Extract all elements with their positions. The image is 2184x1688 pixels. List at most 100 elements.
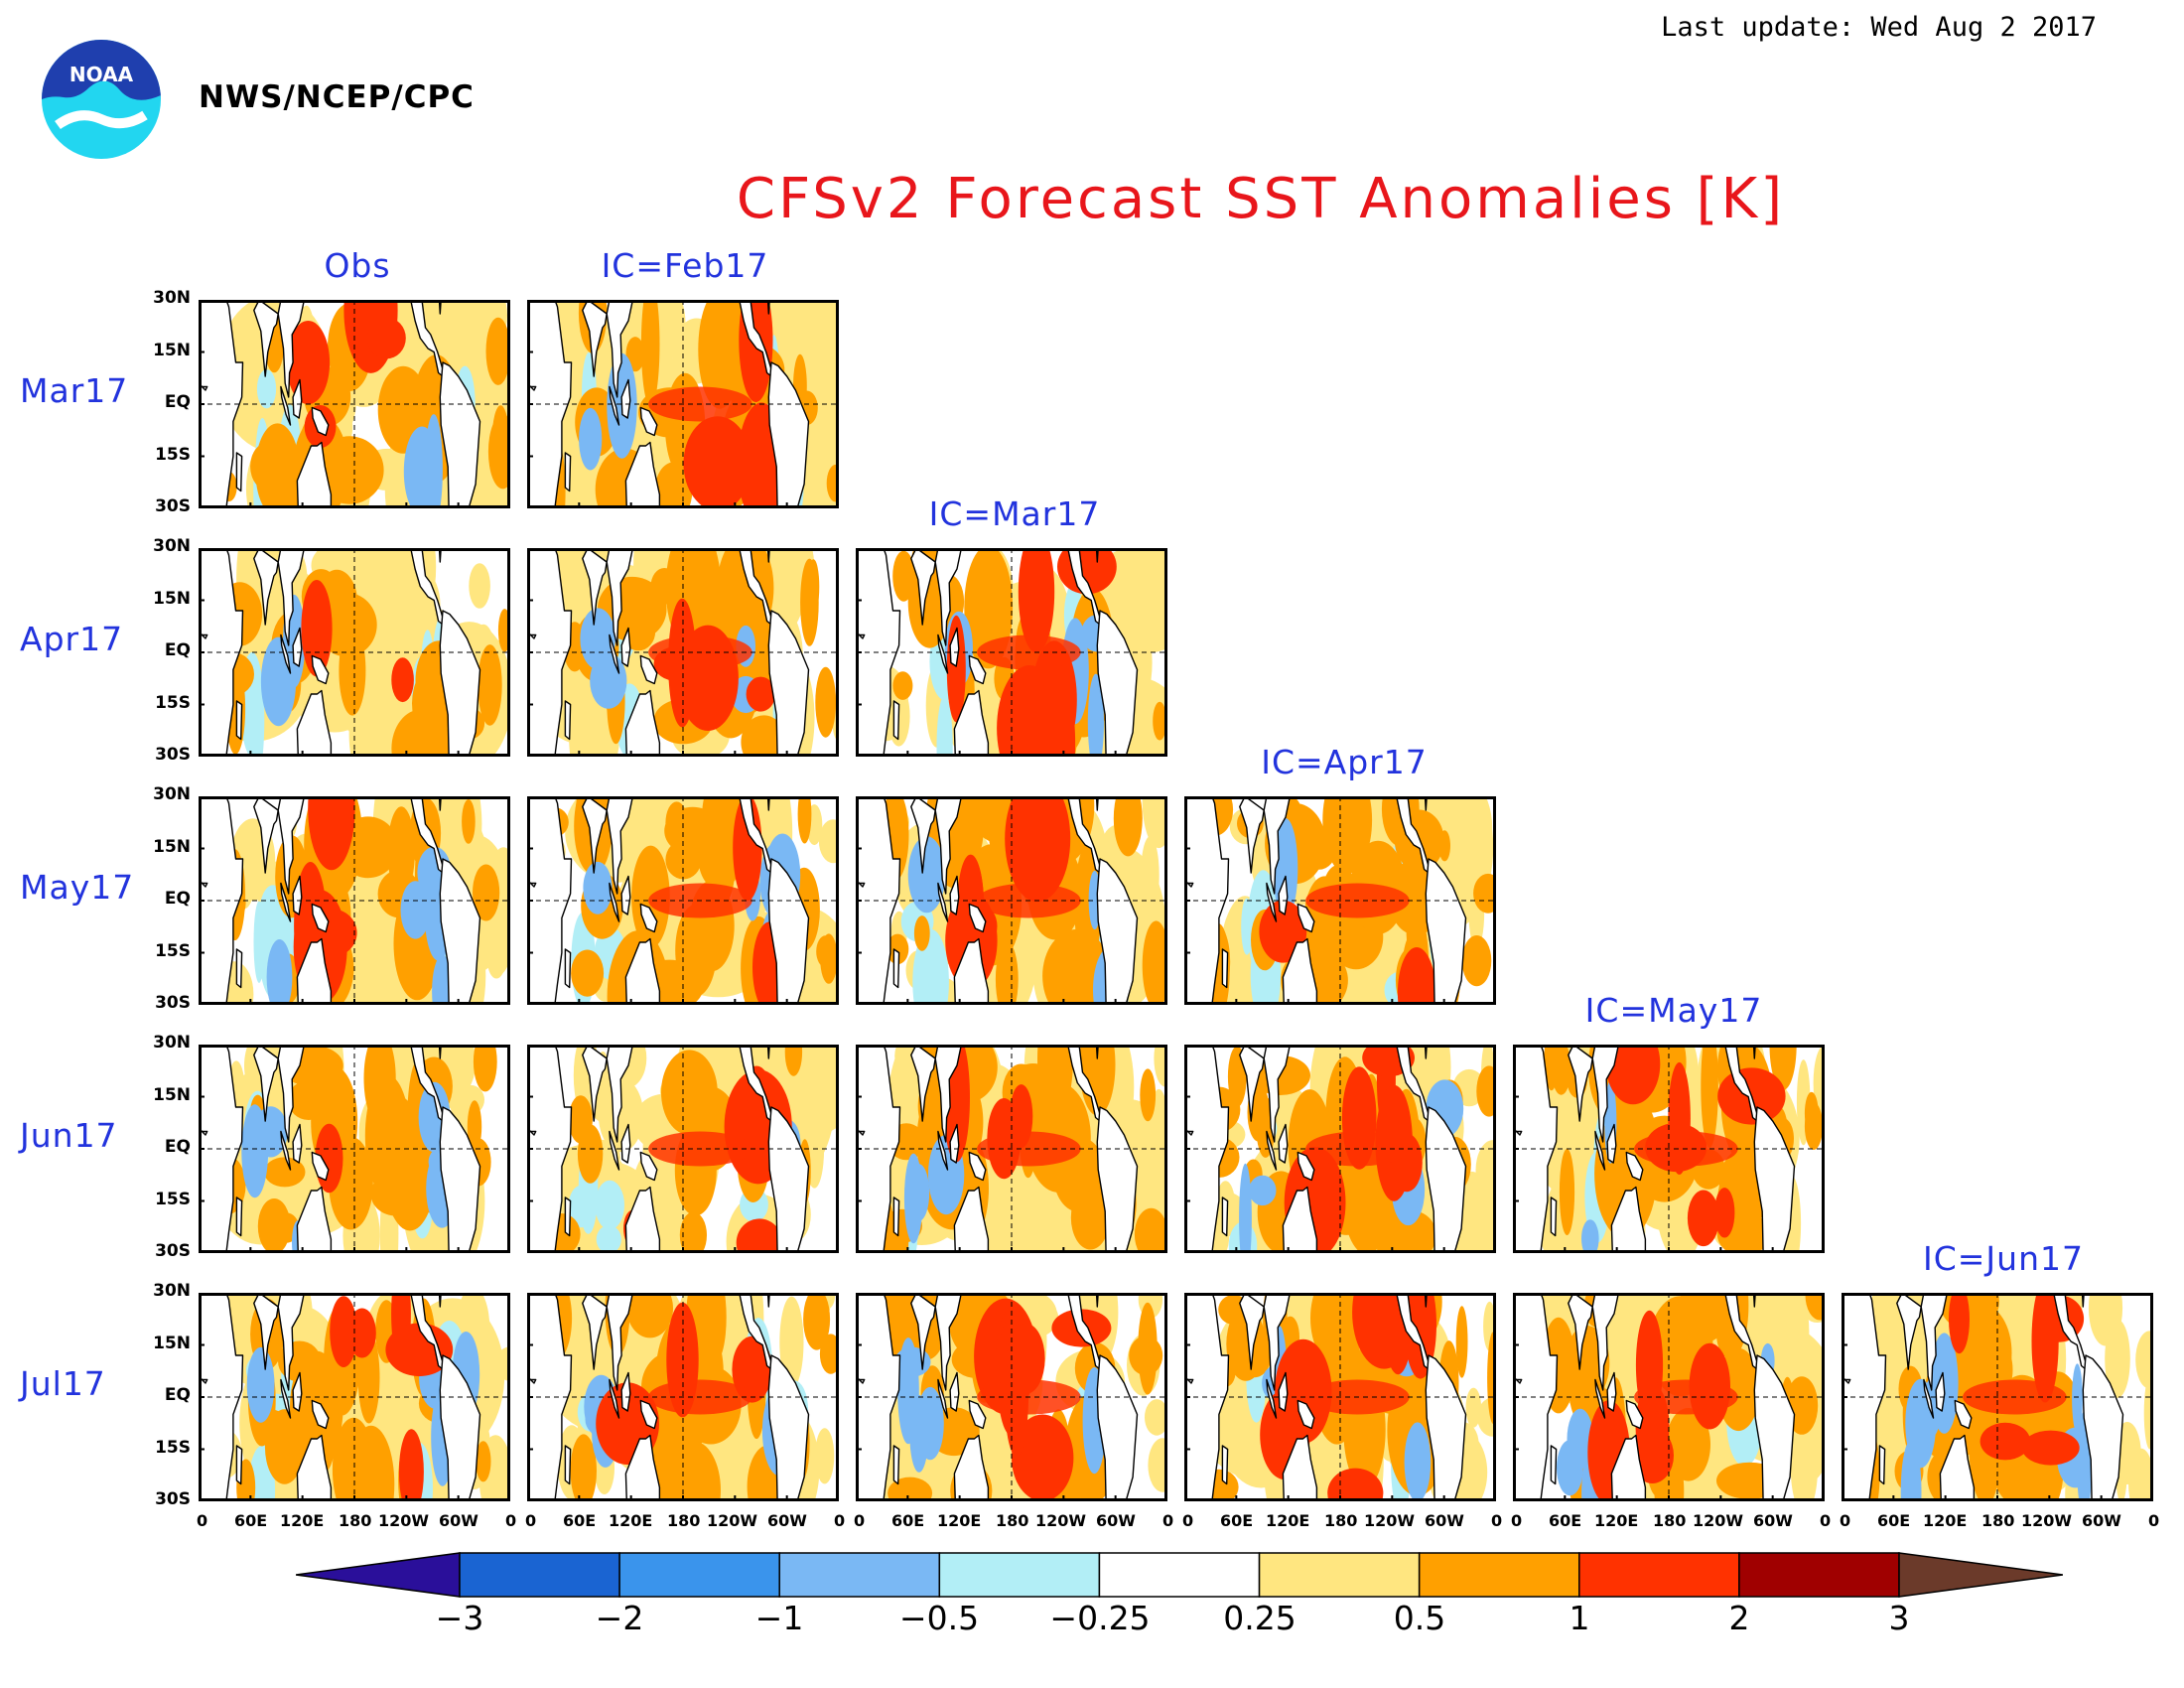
land-mass: [253, 300, 279, 377]
warm-anomaly-patch: [273, 437, 301, 508]
land-mass: [968, 903, 987, 933]
land-mass: [235, 1196, 243, 1237]
anomaly-field: [1184, 796, 1496, 1005]
map-panel: [199, 548, 510, 757]
lat-tick-label: EQ: [164, 889, 191, 909]
warm-anomaly-patch: [665, 1441, 721, 1501]
land-mass: [277, 300, 306, 398]
lon-tick-label: 60E: [891, 1511, 925, 1530]
warm-anomaly-patch: [818, 819, 839, 864]
land-mass: [624, 1434, 661, 1501]
land-mass: [1096, 858, 1139, 1005]
land-mass: [968, 1151, 987, 1182]
colorbar-tick-label: 2: [1728, 1599, 1750, 1637]
lon-tick-label: 180: [1324, 1511, 1358, 1530]
lon-tick-label: 0: [2148, 1511, 2160, 1530]
map-panel: [1842, 1293, 2153, 1501]
land-mass: [620, 875, 631, 915]
map-panel-svg: [856, 1045, 1167, 1253]
warm-anomaly-patch: [308, 796, 355, 871]
land-mass: [934, 1045, 963, 1143]
lon-tick-label: 120W: [378, 1511, 430, 1530]
colorbar-tick-label: 0.25: [1223, 1599, 1297, 1637]
lon-tick-label: 0: [1182, 1511, 1194, 1530]
cold-anomaly-patch: [1900, 1440, 1922, 1501]
land-mass: [311, 1151, 330, 1182]
land-mass: [1606, 1371, 1617, 1412]
warm-anomaly-patch: [485, 917, 510, 975]
land-mass: [767, 361, 810, 508]
map-panel: [856, 1045, 1167, 1253]
colorbar-tick-label: 1: [1569, 1599, 1590, 1637]
land-mass: [253, 796, 279, 874]
lon-tick-label: 120W: [1693, 1511, 1744, 1530]
map-panel-svg: [199, 548, 510, 757]
lat-tick-label: 30N: [153, 1033, 191, 1053]
warm-anomaly-patch: [995, 941, 1019, 1005]
land-mass: [296, 937, 333, 1005]
cold-anomaly-patch: [241, 1104, 269, 1198]
lon-tick-label: 120E: [1266, 1511, 1310, 1530]
lon-tick-label: 60E: [563, 1511, 597, 1530]
colorbar-segment: [1258, 1552, 1421, 1598]
warm-anomaly-patch: [264, 1409, 305, 1484]
lon-tick-label: 0: [1162, 1511, 1174, 1530]
warm-anomaly-patch: [698, 825, 742, 891]
warm-anomaly-patch: [626, 1293, 673, 1338]
land-mass: [564, 452, 572, 492]
anomaly-field: [856, 548, 1167, 757]
lat-tick-label: 15N: [153, 341, 191, 360]
land-mass: [582, 1293, 608, 1370]
warm-anomaly-patch: [407, 1060, 429, 1187]
warm-anomaly-patch: [330, 1296, 357, 1367]
land-mass: [296, 689, 333, 757]
map-panel-svg: [199, 1293, 510, 1501]
land-mass: [1263, 1045, 1292, 1143]
land-mass: [582, 1045, 608, 1122]
land-mass: [639, 903, 658, 933]
land-mass: [277, 548, 306, 646]
land-mass: [620, 627, 631, 667]
warm-anomaly-patch: [815, 1428, 835, 1484]
warm-anomaly-patch: [495, 1346, 510, 1381]
warm-anomaly-patch: [264, 1157, 306, 1188]
cold-anomaly-patch: [1404, 1422, 1432, 1501]
land-mass: [609, 633, 620, 674]
lat-tick-label: 15S: [155, 445, 191, 465]
lon-tick-label: 60W: [767, 1511, 807, 1530]
land-mass: [1278, 875, 1289, 915]
warm-anomaly-patch: [1031, 640, 1077, 757]
land-mass: [639, 406, 658, 437]
warm-anomaly-patch: [391, 709, 453, 757]
land-mass: [1095, 1293, 1099, 1308]
map-panel-svg: [856, 1293, 1167, 1501]
row-label-mar17: Mar17: [20, 371, 129, 410]
cold-anomaly-patch: [1239, 1163, 1252, 1253]
land-mass: [296, 1186, 333, 1253]
warm-anomaly-patch: [1804, 1091, 1819, 1135]
lat-tick-label: 30S: [155, 496, 191, 516]
warm-anomaly-patch: [2135, 1331, 2153, 1389]
warm-anomaly-patch: [1455, 1306, 1468, 1378]
warm-anomaly-patch: [1397, 947, 1436, 1005]
land-mass: [620, 1123, 631, 1164]
land-mass: [766, 1045, 770, 1059]
lon-tick-label: 180: [1653, 1511, 1687, 1530]
land-mass: [311, 1399, 330, 1430]
land-mass: [582, 300, 608, 377]
colorbar-segment: [1418, 1552, 1580, 1598]
warm-anomaly-patch: [1138, 1302, 1158, 1395]
warm-anomaly-patch: [733, 796, 762, 902]
land-mass: [1095, 1045, 1099, 1059]
land-mass: [949, 1123, 960, 1164]
warm-anomaly-patch: [779, 1296, 804, 1389]
land-mass: [910, 1293, 936, 1370]
land-mass: [1424, 1045, 1428, 1059]
warm-anomaly-patch: [339, 626, 366, 716]
land-mass: [439, 610, 481, 757]
lat-tick-label: 30S: [155, 1241, 191, 1261]
land-mass: [1594, 1130, 1606, 1171]
row-label-jun17: Jun17: [20, 1116, 118, 1155]
land-mass: [609, 882, 620, 922]
warm-anomaly-patch: [1949, 1293, 1970, 1354]
